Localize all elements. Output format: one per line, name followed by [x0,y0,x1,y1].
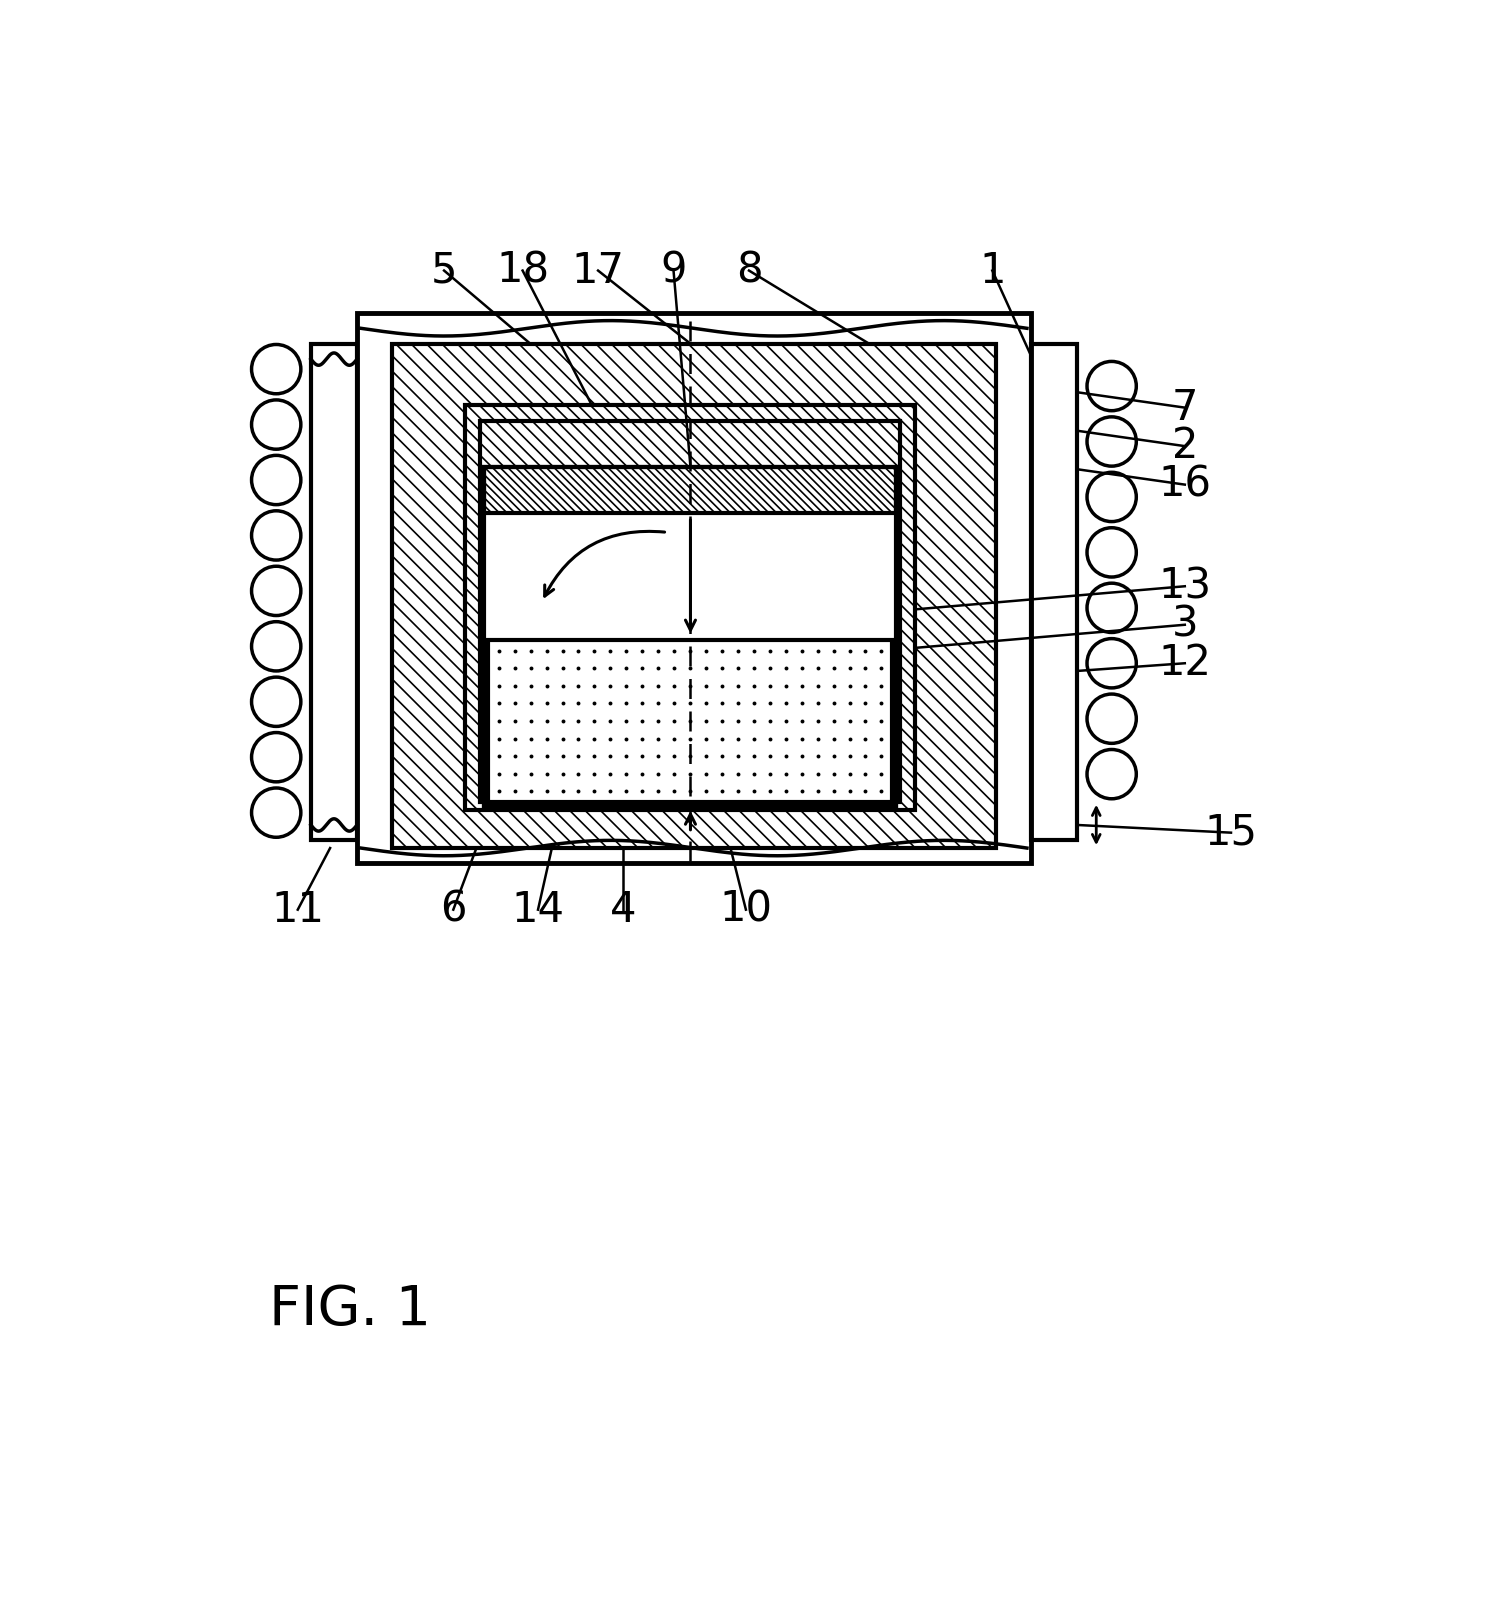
Bar [484,466,897,513]
Text: 7: 7 [1172,387,1199,429]
Bar [484,513,897,806]
Text: 13: 13 [1158,565,1212,606]
Text: 6: 6 [440,889,467,931]
Text: 4: 4 [610,889,635,931]
Text: 5: 5 [431,250,457,292]
Text: 8: 8 [736,250,763,292]
Text: 10: 10 [719,889,772,931]
Bar [392,344,996,848]
Text: 17: 17 [572,250,625,292]
Text: 3: 3 [1172,603,1199,645]
Text: FIG. 1: FIG. 1 [269,1282,431,1337]
Bar [484,466,897,806]
Text: 9: 9 [661,250,686,292]
Bar [484,466,897,806]
Text: 1: 1 [979,250,1005,292]
Text: 18: 18 [496,250,550,292]
Text: 16: 16 [1158,463,1211,505]
Bar [488,640,892,802]
Text: 11: 11 [272,889,324,931]
Bar [481,421,900,802]
Bar [1030,344,1077,840]
Bar [311,344,357,840]
Bar [481,421,900,802]
Text: 2: 2 [1172,426,1199,468]
Text: 12: 12 [1158,642,1211,684]
Bar [357,313,1030,863]
Text: 14: 14 [512,889,565,931]
Text: 15: 15 [1205,811,1257,853]
Bar [464,405,915,810]
